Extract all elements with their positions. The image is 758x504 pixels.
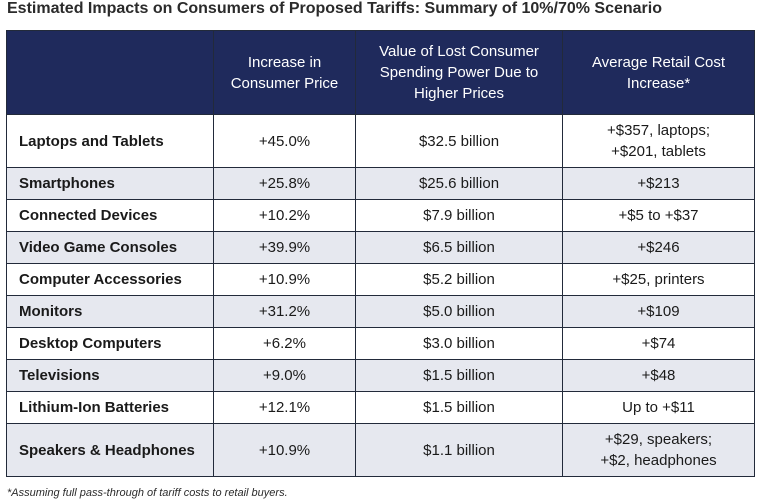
row-increase: +10.9% bbox=[213, 263, 356, 296]
retail-line: +$201, tablets bbox=[611, 143, 706, 160]
row-lost-value: $3.0 billion bbox=[355, 327, 563, 360]
table-row: Televisions +9.0% $1.5 billion +$48 bbox=[6, 359, 755, 392]
row-category: Televisions bbox=[6, 359, 214, 392]
row-retail-increase: Up to +$11 bbox=[562, 391, 755, 424]
row-category: Video Game Consoles bbox=[6, 231, 214, 264]
header-retail-increase: Average Retail Cost Increase* bbox=[562, 30, 755, 115]
row-increase: +10.9% bbox=[213, 423, 356, 477]
row-retail-increase: +$109 bbox=[562, 295, 755, 328]
row-category: Laptops and Tablets bbox=[6, 114, 214, 168]
row-category: Connected Devices bbox=[6, 199, 214, 232]
row-retail-increase: +$29, speakers; +$2, headphones bbox=[562, 423, 755, 477]
table-row: Desktop Computers +6.2% $3.0 billion +$7… bbox=[6, 327, 755, 360]
row-increase: +39.9% bbox=[213, 231, 356, 264]
row-lost-value: $5.0 billion bbox=[355, 295, 563, 328]
row-increase: +25.8% bbox=[213, 167, 356, 200]
header-category bbox=[6, 30, 214, 115]
row-category: Speakers & Headphones bbox=[6, 423, 214, 477]
table-row: Lithium-Ion Batteries +12.1% $1.5 billio… bbox=[6, 391, 755, 424]
row-increase: +12.1% bbox=[213, 391, 356, 424]
table-row: Connected Devices +10.2% $7.9 billion +$… bbox=[6, 199, 755, 232]
row-lost-value: $1.5 billion bbox=[355, 359, 563, 392]
row-lost-value: $1.1 billion bbox=[355, 423, 563, 477]
row-category: Smartphones bbox=[6, 167, 214, 200]
table-header-row: Increase in Consumer Price Value of Lost… bbox=[6, 30, 755, 115]
retail-line: +$2, headphones bbox=[600, 452, 717, 469]
row-category: Desktop Computers bbox=[6, 327, 214, 360]
row-increase: +45.0% bbox=[213, 114, 356, 168]
retail-line: +$29, speakers; bbox=[604, 431, 713, 448]
page-title: Estimated Impacts on Consumers of Propos… bbox=[7, 0, 662, 17]
row-increase: +10.2% bbox=[213, 199, 356, 232]
row-retail-increase: +$246 bbox=[562, 231, 755, 264]
row-lost-value: $25.6 billion bbox=[355, 167, 563, 200]
row-retail-increase: +$25, printers bbox=[562, 263, 755, 296]
row-category: Monitors bbox=[6, 295, 214, 328]
table-row: Speakers & Headphones +10.9% $1.1 billio… bbox=[6, 423, 755, 477]
header-increase: Increase in Consumer Price bbox=[213, 30, 356, 115]
row-category: Computer Accessories bbox=[6, 263, 214, 296]
footnote: *Assuming full pass-through of tariff co… bbox=[7, 487, 288, 499]
table-row: Monitors +31.2% $5.0 billion +$109 bbox=[6, 295, 755, 328]
row-lost-value: $6.5 billion bbox=[355, 231, 563, 264]
row-increase: +9.0% bbox=[213, 359, 356, 392]
row-retail-increase: +$74 bbox=[562, 327, 755, 360]
row-increase: +6.2% bbox=[213, 327, 356, 360]
retail-line: +$357, laptops; bbox=[606, 122, 710, 139]
row-retail-increase: +$5 to +$37 bbox=[562, 199, 755, 232]
table-row: Smartphones +25.8% $25.6 billion +$213 bbox=[6, 167, 755, 200]
table-row: Computer Accessories +10.9% $5.2 billion… bbox=[6, 263, 755, 296]
row-retail-increase: +$48 bbox=[562, 359, 755, 392]
row-retail-increase: +$213 bbox=[562, 167, 755, 200]
row-retail-increase: +$357, laptops; +$201, tablets bbox=[562, 114, 755, 168]
row-lost-value: $1.5 billion bbox=[355, 391, 563, 424]
row-lost-value: $32.5 billion bbox=[355, 114, 563, 168]
row-lost-value: $5.2 billion bbox=[355, 263, 563, 296]
tariff-impact-table: Increase in Consumer Price Value of Lost… bbox=[6, 30, 755, 477]
table-row: Laptops and Tablets +45.0% $32.5 billion… bbox=[6, 114, 755, 168]
table-row: Video Game Consoles +39.9% $6.5 billion … bbox=[6, 231, 755, 264]
row-category: Lithium-Ion Batteries bbox=[6, 391, 214, 424]
row-increase: +31.2% bbox=[213, 295, 356, 328]
header-lost-value: Value of Lost Consumer Spending Power Du… bbox=[355, 30, 563, 115]
row-lost-value: $7.9 billion bbox=[355, 199, 563, 232]
